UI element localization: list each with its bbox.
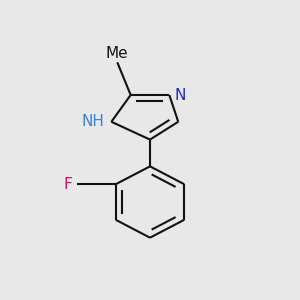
Text: F: F xyxy=(64,177,73,192)
Text: NH: NH xyxy=(81,114,104,129)
Text: Me: Me xyxy=(106,46,129,61)
Text: N: N xyxy=(175,88,186,103)
